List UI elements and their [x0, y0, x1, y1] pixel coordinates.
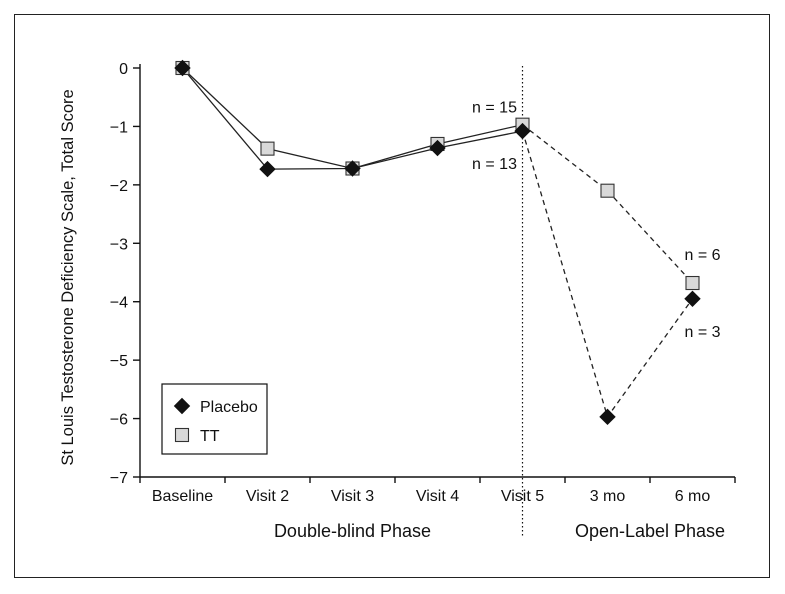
y-axis-label: St Louis Testosterone Deficiency Scale, … — [59, 89, 77, 465]
annotation-n-placebo-visit-5: n = 13 — [472, 156, 517, 173]
x-tick-label-visit-2: Visit 2 — [246, 488, 289, 505]
data-point-placebo-visit-3 — [344, 160, 361, 177]
data-point-placebo-6-mo — [684, 290, 701, 307]
legend-marker-placebo — [173, 397, 191, 415]
y-tick-label: −3 — [110, 236, 128, 253]
data-point-placebo-visit-5 — [514, 122, 531, 140]
legend-label-tt: TT — [200, 428, 220, 445]
x-tick-label-visit-5: Visit 5 — [501, 488, 544, 505]
chart-axes: 0 −1 −2 −3 −4 −5 −6 −7 Baseline Visit 2 Visit 3 Vis… — [59, 61, 736, 541]
chart-legend: Placebo TT — [161, 383, 268, 455]
annotation-n-tt-6-mo: n = 6 — [684, 247, 720, 264]
legend-label-placebo: Placebo — [200, 399, 258, 416]
y-tick-label: −5 — [110, 353, 128, 370]
phase-label-double-blind-phase: Double-blind Phase — [274, 521, 431, 541]
x-tick-label-visit-4: Visit 4 — [416, 488, 459, 505]
legend-marker-tt — [174, 427, 190, 443]
x-tick-label-3-mo: 3 mo — [590, 488, 626, 505]
data-point-tt-6-mo — [685, 275, 700, 291]
chart-markers — [174, 59, 701, 426]
legend-box — [161, 383, 268, 455]
series-line-placebo-open-label — [521, 130, 694, 419]
y-tick-label: −4 — [110, 295, 128, 312]
data-point-placebo-visit-4 — [429, 139, 446, 157]
chart-lines — [182, 67, 694, 419]
data-point-placebo-3-mo — [599, 408, 616, 426]
data-point-tt-3-mo — [600, 183, 615, 198]
phase-label-open-label-phase: Open-Label Phase — [575, 521, 725, 541]
x-tick-label-6-mo: 6 mo — [675, 488, 711, 505]
x-tick-label-visit-3: Visit 3 — [331, 488, 374, 505]
series-line-tt-double-blind — [182, 67, 523, 170]
data-point-placebo-visit-2 — [259, 160, 276, 178]
annotation-n-tt-visit-5: n = 15 — [472, 100, 517, 117]
x-tick-label-baseline: Baseline — [152, 488, 213, 505]
y-tick-label: −6 — [110, 412, 128, 429]
y-tick-label: −2 — [110, 178, 128, 195]
y-tick-label: −7 — [110, 470, 128, 487]
y-tick-label: −1 — [110, 119, 128, 136]
annotation-n-placebo-6-mo: n = 3 — [684, 324, 720, 341]
y-tick-label: 0 — [119, 61, 128, 78]
chart-annotations: n = 15 n = 13 n = 6 n = 3 — [472, 100, 721, 341]
series-line-placebo-double-blind — [182, 67, 523, 170]
figure-frame — [14, 14, 770, 578]
data-point-placebo-baseline — [174, 59, 191, 77]
data-point-tt-visit-2 — [260, 141, 275, 156]
series-line-tt-open-label — [522, 124, 693, 284]
